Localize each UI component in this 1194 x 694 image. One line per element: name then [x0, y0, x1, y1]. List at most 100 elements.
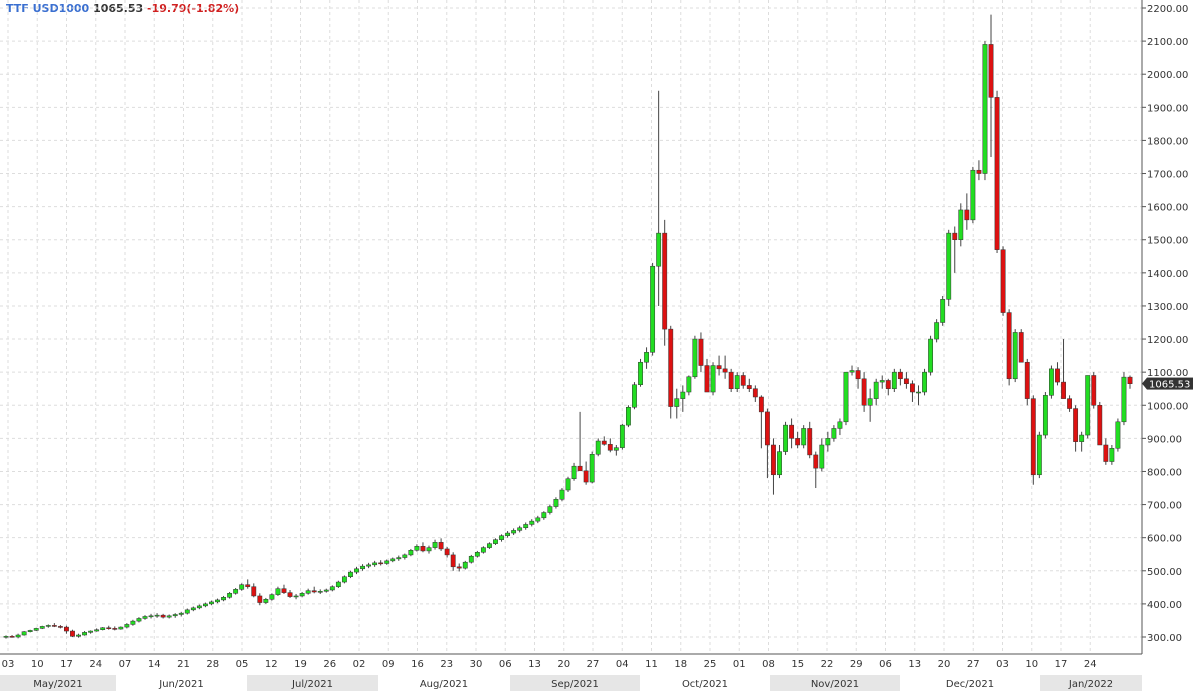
month-label: Dec/2021 [946, 679, 994, 690]
candle-body [269, 594, 275, 600]
x-tick-label: 14 [148, 659, 161, 670]
candle-body [734, 375, 740, 389]
candle-body [903, 378, 909, 384]
candle-body [1006, 312, 1012, 380]
candle-body [746, 385, 752, 389]
candle-body [1018, 332, 1024, 363]
x-tick-label: 17 [60, 659, 73, 670]
candle-body [988, 44, 994, 98]
candle-body [819, 444, 825, 469]
candle-body [227, 593, 233, 598]
candle-body [728, 371, 734, 389]
candle-body [813, 454, 819, 469]
candle-body [21, 631, 27, 636]
candle-body [233, 589, 239, 594]
candle-body [215, 599, 220, 603]
candle-body [82, 632, 87, 636]
candle-body [668, 328, 674, 407]
month-label: Jan/2022 [1068, 679, 1113, 690]
y-tick-label: 600.00 [1147, 534, 1182, 545]
month-label: Sep/2021 [551, 679, 599, 690]
candle-body [348, 571, 353, 577]
candle-body [184, 609, 190, 614]
candle-body [3, 636, 9, 638]
candle-body [202, 603, 208, 607]
candle-body [426, 547, 432, 552]
candle-body [577, 465, 583, 472]
x-tick-label: 28 [206, 659, 219, 670]
candle-body [867, 398, 873, 406]
x-tick-label: 30 [470, 659, 483, 670]
candle-body [553, 499, 559, 507]
candle-body [952, 232, 958, 240]
x-tick-label: 27 [967, 659, 980, 670]
candle-body [1127, 376, 1133, 384]
candle-body [456, 566, 462, 569]
x-tick-label: 24 [1084, 659, 1097, 670]
y-tick-label: 2200.00 [1147, 4, 1188, 15]
x-tick-label: 01 [733, 659, 746, 670]
candle-body [1012, 332, 1018, 380]
x-tick-label: 06 [499, 659, 512, 670]
month-label: Nov/2021 [811, 679, 859, 690]
x-tick-label: 21 [177, 659, 190, 670]
candle-body [1079, 434, 1085, 442]
candle-body [287, 592, 293, 597]
candle-body [559, 489, 565, 500]
x-tick-label: 23 [440, 659, 453, 670]
candle-body [39, 626, 45, 629]
x-tick-label: 07 [119, 659, 132, 670]
candle-body [414, 546, 420, 551]
y-tick-label: 1400.00 [1147, 269, 1188, 280]
candle-body [1085, 375, 1091, 436]
candle-body [329, 586, 335, 591]
candle-body [76, 634, 81, 637]
candle-body [1097, 405, 1103, 446]
x-tick-label: 05 [236, 659, 249, 670]
candle-body [940, 299, 946, 323]
candle-body [94, 629, 100, 632]
candle-body [910, 383, 915, 393]
candle-body [239, 584, 245, 590]
x-tick-label: 03 [2, 659, 15, 670]
candle-body [958, 209, 964, 240]
candle-body [360, 565, 365, 570]
month-label: May/2021 [33, 679, 83, 690]
candle-body [335, 581, 341, 587]
candle-body [589, 454, 595, 483]
candle-body [384, 560, 390, 564]
candle-body [396, 557, 402, 560]
candle-body [855, 370, 861, 380]
candle-body [27, 630, 33, 632]
candle-body [873, 381, 879, 399]
candles [3, 14, 1133, 639]
candle-body [51, 625, 57, 627]
candle-body [849, 370, 855, 373]
candle-body [722, 368, 728, 373]
candle-body [221, 597, 226, 601]
x-tick-label: 16 [411, 659, 424, 670]
candle-body [354, 568, 359, 573]
x-tick-label: 19 [294, 659, 307, 670]
candle-body [408, 550, 414, 556]
candle-body [662, 232, 668, 330]
symbol-label: TTF USD1000 [6, 2, 90, 15]
candle-body [118, 626, 124, 630]
candle-body [130, 620, 136, 625]
candle-body [160, 614, 166, 618]
axes: 03 10 17 24 07 14 21 28 05 12 19 26 02 09 16 23 30 06 13 20… [0, 0, 1193, 670]
x-tick-label: 13 [908, 659, 921, 670]
candle-body [1067, 398, 1072, 409]
candle-body [1109, 448, 1115, 462]
candle-body [209, 601, 214, 605]
candle-body [311, 590, 317, 593]
candle-body [474, 552, 480, 557]
candle-body [686, 376, 692, 393]
candle-body [1000, 249, 1006, 313]
candle-body [601, 440, 607, 445]
candle-body [897, 371, 903, 380]
candle-body [275, 588, 281, 595]
month-label: Jun/2021 [158, 679, 203, 690]
candle-body [1061, 381, 1066, 399]
